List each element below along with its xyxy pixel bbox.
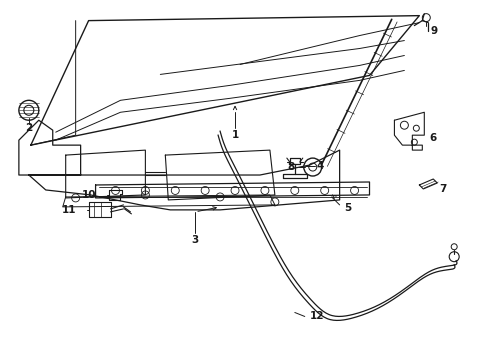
Text: 9: 9 <box>429 26 436 36</box>
Text: 10: 10 <box>82 190 96 200</box>
Text: 8: 8 <box>287 162 294 172</box>
Text: 7: 7 <box>438 184 446 194</box>
Text: 1: 1 <box>231 130 238 140</box>
Text: 11: 11 <box>62 205 77 215</box>
Text: 4: 4 <box>316 161 324 171</box>
Text: 12: 12 <box>309 311 324 321</box>
Text: 6: 6 <box>428 133 436 143</box>
Text: 2: 2 <box>25 123 32 133</box>
Text: 5: 5 <box>344 203 351 213</box>
Text: 3: 3 <box>191 235 199 245</box>
